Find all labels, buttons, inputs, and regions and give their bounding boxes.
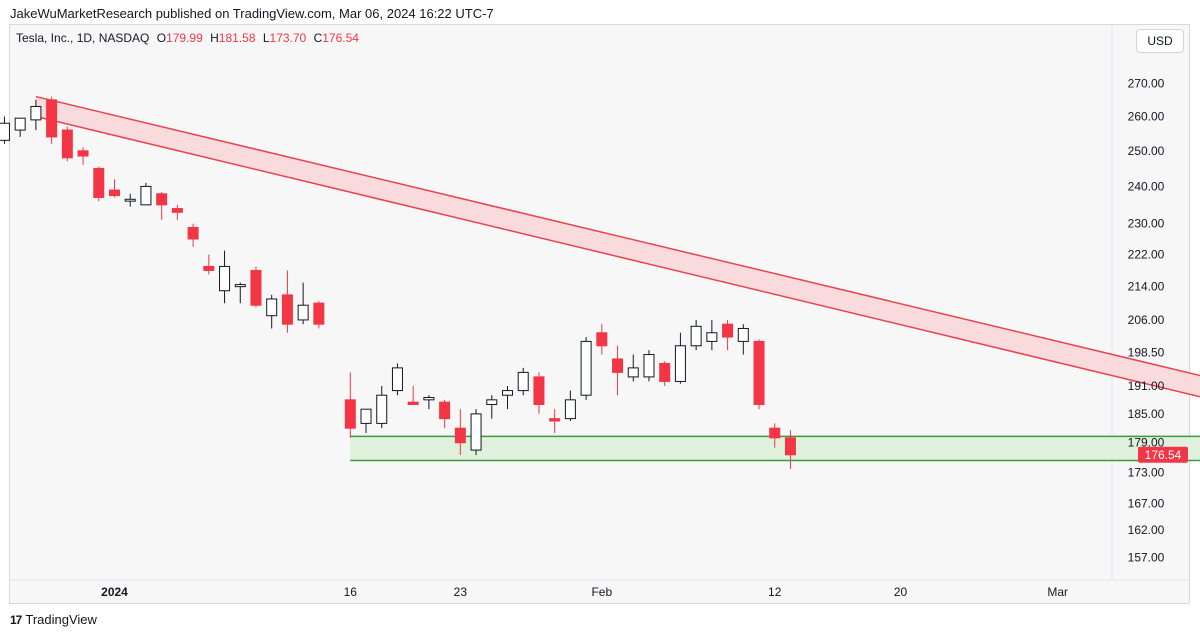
y-tick-label: 198.50 <box>1128 345 1165 359</box>
tradingview-brand[interactable]: 17 TradingView <box>10 612 97 627</box>
x-tick-label: 23 <box>454 585 468 599</box>
candle-body <box>407 401 419 405</box>
candle-body <box>344 399 356 429</box>
candle-body <box>470 413 482 451</box>
candle-body <box>549 418 561 422</box>
candle-body <box>234 284 246 288</box>
open-label: O <box>156 31 167 45</box>
x-tick-label: 2024 <box>101 585 128 599</box>
candle-body <box>580 340 592 396</box>
resistance-band <box>35 96 1200 397</box>
high-value: 181.58 <box>218 31 256 45</box>
y-tick-label: 240.00 <box>1128 179 1165 193</box>
x-tick-label: 16 <box>344 585 358 599</box>
candle-body <box>659 362 671 382</box>
candle-body <box>533 376 545 405</box>
y-tick-label: 185.00 <box>1128 407 1165 421</box>
low-value: 173.70 <box>269 31 307 45</box>
candle-body <box>360 408 372 424</box>
y-tick-label: 214.00 <box>1128 280 1165 294</box>
close-label: C <box>313 31 323 45</box>
candle-body <box>376 394 388 424</box>
x-tick-label: Feb <box>591 585 612 599</box>
low-label: L <box>262 31 270 45</box>
y-tick-label: 222.00 <box>1128 248 1165 262</box>
candle-body <box>203 265 215 271</box>
resistance-band-lower-line <box>35 115 1200 398</box>
symbol-label: Tesla, Inc., 1D, NASDAQ <box>16 31 150 45</box>
candle-body <box>219 265 231 292</box>
candle-body <box>486 399 498 405</box>
candle-body <box>564 399 576 420</box>
candle-body <box>93 167 105 198</box>
close-value: 176.54 <box>322 31 359 45</box>
candle-body <box>391 367 403 392</box>
publish-line: JakeWuMarketResearch published on Tradin… <box>10 6 494 21</box>
candle-body <box>250 269 262 306</box>
candle-body <box>596 332 608 347</box>
candle-body <box>61 129 73 159</box>
resistance-band-upper-line <box>35 95 1200 377</box>
y-tick-label: 206.00 <box>1128 313 1165 327</box>
last-price-badge <box>1138 446 1188 463</box>
y-tick-label: 270.00 <box>1128 77 1165 91</box>
candle-body <box>297 304 309 321</box>
candle-body <box>156 193 168 206</box>
candle-body <box>439 401 451 420</box>
candle-body <box>187 226 199 240</box>
y-tick-label: 250.00 <box>1128 144 1165 158</box>
candle-body <box>140 185 152 206</box>
candle-body <box>454 427 466 444</box>
candle-body <box>14 117 26 131</box>
candle-body <box>423 397 435 401</box>
candle-body <box>171 208 183 213</box>
y-tick-label: 230.00 <box>1128 217 1165 231</box>
candle-body <box>46 99 58 138</box>
candle-body <box>690 325 702 347</box>
x-tick-label: 20 <box>894 585 908 599</box>
candle-body <box>627 367 639 378</box>
candle-body <box>753 340 765 405</box>
high-label: H <box>210 31 219 45</box>
x-tick-label: 12 <box>768 585 782 599</box>
ohlc-legend: Tesla, Inc., 1D, NASDAQ O179.99 H181.58 … <box>16 31 359 45</box>
x-tick-label: Mar <box>1047 585 1068 599</box>
currency-button[interactable]: USD <box>1136 29 1184 53</box>
candle-body <box>281 294 293 325</box>
last-price-label: 176.54 <box>1145 448 1182 462</box>
y-tick-label: 260.00 <box>1128 110 1165 124</box>
candle-body <box>737 327 749 342</box>
brand-label: TradingView <box>25 612 97 627</box>
y-tick-label: 157.00 <box>1128 550 1165 564</box>
candle-body <box>30 105 42 121</box>
candle-body <box>0 122 10 141</box>
candle-body <box>313 302 325 325</box>
candle-body <box>517 371 529 392</box>
y-tick-label: 173.00 <box>1128 466 1165 480</box>
y-tick-label: 162.00 <box>1128 523 1165 537</box>
candle-body <box>77 150 89 157</box>
candle-body <box>502 390 513 396</box>
candle-body <box>612 358 624 373</box>
y-tick-label: 167.00 <box>1128 496 1165 510</box>
y-tick-label: 191.00 <box>1128 379 1165 393</box>
candle-body <box>266 298 278 317</box>
candle-body <box>109 189 120 197</box>
candle-body <box>674 345 686 382</box>
tradingview-logo-icon: 17 <box>10 612 22 627</box>
chart-pane[interactable] <box>9 24 1190 604</box>
candle-body <box>643 354 655 378</box>
open-value: 179.99 <box>166 31 203 45</box>
candle-body <box>769 427 781 439</box>
candle-body <box>124 198 136 202</box>
candle-body <box>784 437 796 456</box>
y-tick-label: 179.00 <box>1128 436 1165 450</box>
candle-body <box>706 332 718 342</box>
candle-body <box>722 323 734 338</box>
